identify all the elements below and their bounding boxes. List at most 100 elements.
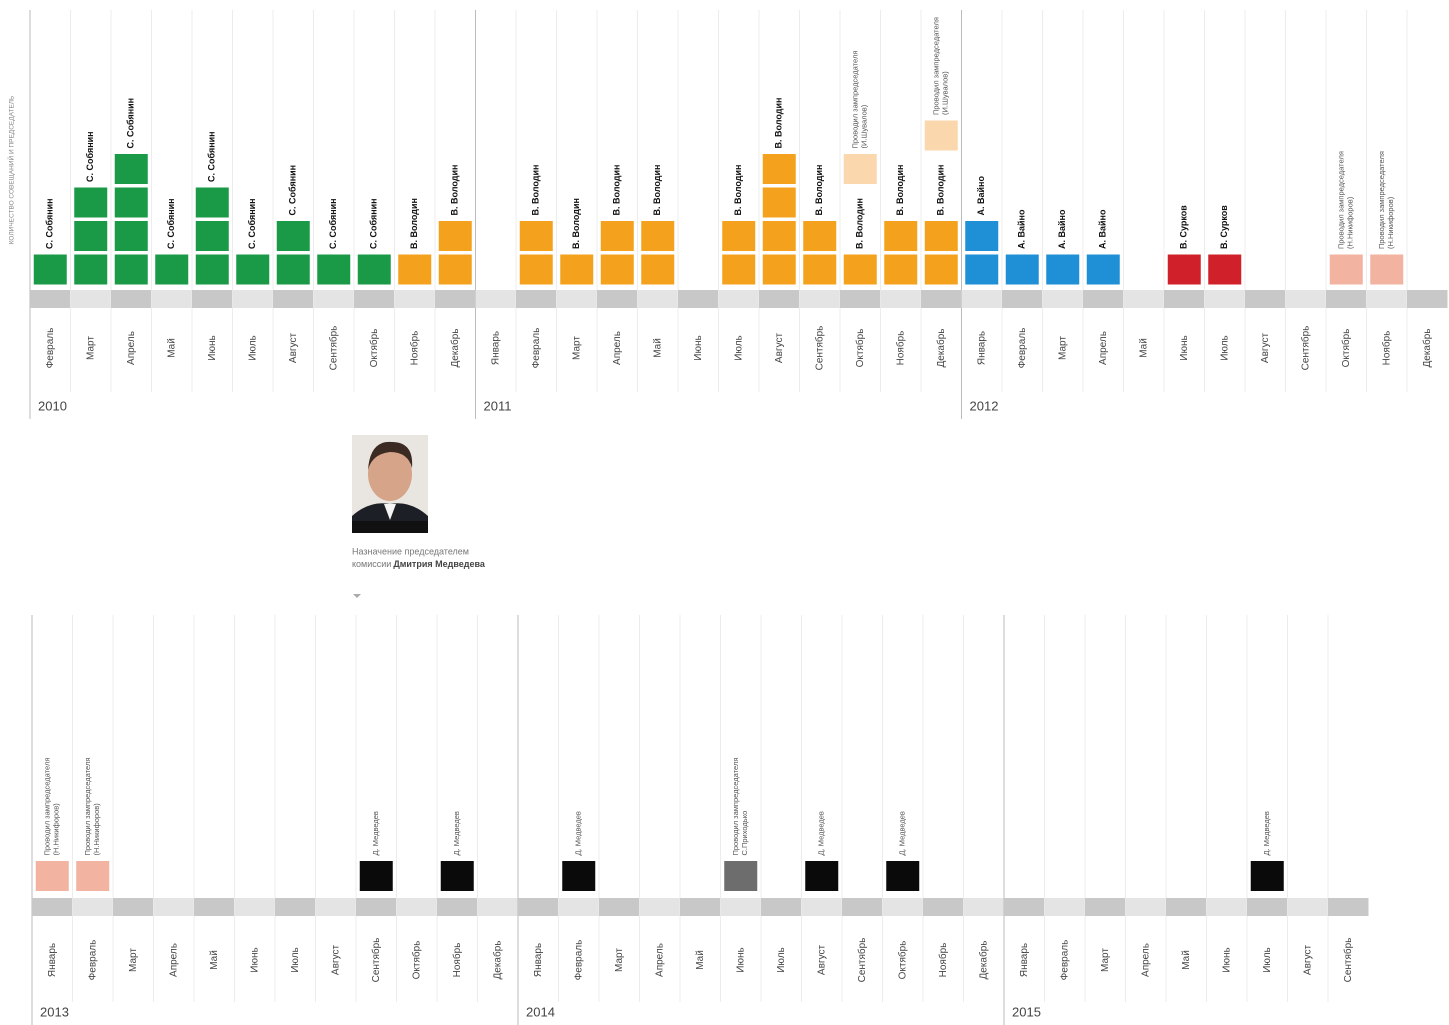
meeting-box xyxy=(722,221,755,251)
meeting-box xyxy=(886,861,919,891)
month-label: Ноябрь xyxy=(408,331,420,366)
chair-label: В. Володин xyxy=(936,165,946,216)
meeting-box xyxy=(1370,255,1403,285)
month-band xyxy=(1245,290,1286,308)
chair-label: Д. Медведев xyxy=(371,811,380,855)
month-band xyxy=(32,898,73,916)
meeting-box xyxy=(520,221,553,251)
month-band xyxy=(638,290,679,308)
month-band xyxy=(800,290,841,308)
month-label: Январь xyxy=(47,943,58,977)
chair-label: В. Володин xyxy=(855,198,865,249)
meeting-box xyxy=(360,861,393,891)
month-band xyxy=(1207,898,1248,916)
meeting-box xyxy=(763,154,796,184)
month-band xyxy=(111,290,152,308)
month-label: Февраль xyxy=(1017,328,1028,369)
meeting-box xyxy=(358,255,391,285)
month-band xyxy=(883,898,924,916)
month-label: Сентябрь xyxy=(370,938,382,983)
portrait xyxy=(352,435,428,533)
month-band xyxy=(1004,898,1045,916)
month-label: Май xyxy=(1138,338,1149,358)
month-band xyxy=(275,898,316,916)
month-label: Март xyxy=(128,948,139,972)
month-band xyxy=(273,290,314,308)
month-band xyxy=(314,290,355,308)
month-band xyxy=(397,898,438,916)
deputy-box xyxy=(844,154,877,184)
month-band xyxy=(1407,290,1448,308)
month-label: Сентябрь xyxy=(813,326,825,371)
month-label: Октябрь xyxy=(1340,329,1352,368)
chair-label: В. Володин xyxy=(612,165,622,216)
month-band xyxy=(73,898,114,916)
month-band xyxy=(719,290,760,308)
chair-label: С. Собянин xyxy=(45,198,55,249)
month-band xyxy=(356,898,397,916)
month-band xyxy=(1205,290,1246,308)
meeting-box xyxy=(884,221,917,251)
month-band xyxy=(518,898,559,916)
month-band xyxy=(802,898,843,916)
month-band xyxy=(559,898,600,916)
month-band xyxy=(194,898,235,916)
meeting-box xyxy=(1046,255,1079,285)
meeting-box xyxy=(439,255,472,285)
meeting-box xyxy=(601,221,634,251)
chair-label: В. Володин xyxy=(450,165,460,216)
month-label: Июль xyxy=(733,335,744,361)
month-label: Май xyxy=(652,338,663,358)
month-label: Август xyxy=(774,333,785,364)
meeting-box xyxy=(115,221,148,251)
month-band xyxy=(840,290,881,308)
body: КОЛИЧЕСТВО СОВЕЩАНИЙ И ПРЕДСЕДАТЕЛЬ Назн… xyxy=(0,0,1449,1025)
chair-label: Проводил зампредседателя xyxy=(83,758,92,856)
meeting-box xyxy=(763,255,796,285)
month-label: Сентябрь xyxy=(327,326,339,371)
meeting-box xyxy=(965,255,998,285)
month-label: Апрель xyxy=(168,943,179,977)
meeting-box xyxy=(884,255,917,285)
month-label: Январь xyxy=(1019,943,1030,977)
chair-label: В. Володин xyxy=(814,165,824,216)
month-band xyxy=(599,898,640,916)
meeting-box xyxy=(803,255,836,285)
month-label: Ноябрь xyxy=(1380,331,1392,366)
month-label: Июль xyxy=(1262,947,1273,973)
chair-label: В. Володин xyxy=(409,198,419,249)
month-label: Апрель xyxy=(654,943,665,977)
meeting-box xyxy=(1087,255,1120,285)
month-band xyxy=(1286,290,1327,308)
chair-label: (Н.Никифоров) xyxy=(92,803,101,856)
month-band xyxy=(842,898,883,916)
month-band xyxy=(1367,290,1408,308)
meeting-box xyxy=(74,255,107,285)
chair-label: Проводил зампредседателя xyxy=(1377,151,1386,249)
chair-label: С. Собянин xyxy=(126,98,136,149)
year-label: 2010 xyxy=(38,398,67,413)
month-label: Май xyxy=(1181,950,1192,970)
chair-label: Д. Медведев xyxy=(817,811,826,855)
year-label: 2012 xyxy=(970,398,999,413)
meeting-box xyxy=(1330,255,1363,285)
month-band xyxy=(435,290,476,308)
month-label: Май xyxy=(166,338,177,358)
meeting-box xyxy=(641,221,674,251)
meeting-box xyxy=(763,188,796,218)
month-label: Август xyxy=(330,945,341,976)
deputy-box xyxy=(925,121,958,151)
meeting-box xyxy=(601,255,634,285)
chair-label: Д. Медведев xyxy=(574,811,583,855)
month-band xyxy=(476,290,517,308)
meeting-box xyxy=(115,188,148,218)
month-label: Декабрь xyxy=(977,941,989,980)
month-label: Ноябрь xyxy=(451,943,463,978)
meeting-box xyxy=(36,861,69,891)
timeline-infographic: КОЛИЧЕСТВО СОВЕЩАНИЙ И ПРЕДСЕДАТЕЛЬ Назн… xyxy=(0,0,1449,1025)
month-band xyxy=(1124,290,1165,308)
month-label: Август xyxy=(1260,333,1271,364)
chair-label: (Н.Никифоров) xyxy=(52,803,61,856)
month-band xyxy=(923,898,964,916)
meeting-box xyxy=(965,221,998,251)
